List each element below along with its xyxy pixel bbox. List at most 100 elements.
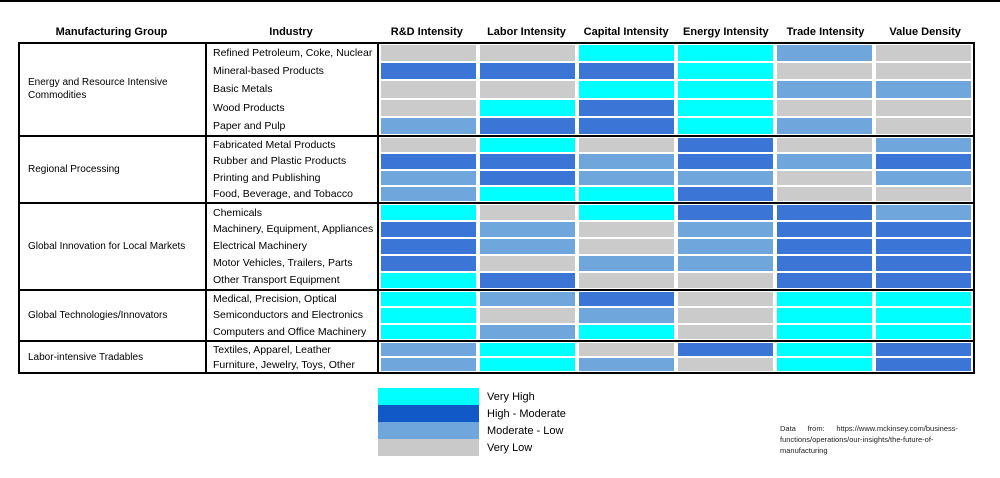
heatmap-cell [478, 153, 577, 170]
heatmap-cell [874, 357, 973, 372]
heatmap-cell-chip [480, 170, 575, 185]
heatmap-cell-chip [579, 272, 674, 288]
heatmap-cell [379, 44, 478, 63]
heatmap-cell [478, 136, 577, 154]
legend-item: Very Low [378, 439, 566, 456]
heatmap-cell-chip [480, 324, 575, 340]
heatmap-cell-chip [678, 308, 773, 323]
heatmap-cell-chip [381, 99, 476, 116]
heatmap-cell [577, 169, 676, 186]
heatmap-cell [577, 342, 676, 358]
heatmap-cell [874, 204, 973, 222]
heatmap-cell-chip [678, 343, 773, 357]
industry-label: Refined Petroleum, Coke, Nuclear [207, 44, 379, 63]
heatmap-cell [874, 237, 973, 255]
legend-label: Moderate - Low [487, 424, 564, 437]
heatmap-cell [478, 44, 577, 63]
legend-item: High - Moderate [378, 405, 566, 422]
heatmap-cell [874, 323, 973, 341]
heatmap-cell-chip [381, 255, 476, 271]
heatmap-cell [676, 44, 775, 63]
heatmap-cell [478, 116, 577, 135]
heatmap-cell-chip [777, 170, 872, 185]
heatmap-cell [379, 204, 478, 222]
heatmap-cell-chip [480, 308, 575, 323]
heatmap-cell [676, 271, 775, 289]
heatmap-cell-chip [381, 308, 476, 323]
heatmap-cell-chip [876, 343, 971, 357]
header-labor-intensity: Labor Intensity [487, 26, 566, 38]
heatmap-cell [775, 357, 874, 372]
heatmap-cell-chip [480, 117, 575, 134]
heatmap-cell-chip [678, 45, 773, 62]
heatmap-cell [874, 169, 973, 186]
heatmap-cell-chip [777, 186, 872, 202]
heatmap-cell-chip [678, 63, 773, 80]
heatmap-cell-chip [876, 358, 971, 371]
group-label: Global Technologies/Innovators [20, 290, 207, 341]
heatmap-cell-chip [777, 117, 872, 134]
heatmap-cell [577, 44, 676, 63]
heatmap-cell-chip [678, 358, 773, 371]
heatmap-cell-chip [777, 222, 872, 237]
heatmap-cell-chip [678, 186, 773, 202]
legend-label: High - Moderate [487, 407, 566, 420]
heatmap-cell [478, 237, 577, 255]
heatmap-cell [478, 185, 577, 203]
heatmap-cell [874, 254, 973, 272]
header-industry: Industry [269, 26, 313, 38]
heatmap-cell [379, 153, 478, 170]
heatmap-cell-chip [876, 154, 971, 169]
heatmap-cell [379, 342, 478, 358]
heatmap-cell [874, 271, 973, 289]
heatmap-cell [775, 136, 874, 154]
industry-label: Motor Vehicles, Trailers, Parts [207, 254, 379, 272]
heatmap-cell [874, 98, 973, 117]
heatmap-cell [478, 80, 577, 99]
heatmap-cell [577, 357, 676, 372]
heatmap-cell-chip [381, 324, 476, 340]
heatmap-cell [379, 62, 478, 81]
legend-swatch [378, 439, 479, 456]
heatmap-cell [379, 136, 478, 154]
heatmap-cell [775, 254, 874, 272]
heatmap-cell [676, 323, 775, 341]
heatmap-cell-chip [480, 238, 575, 254]
heatmap-cell [379, 185, 478, 203]
legend-item: Very High [378, 388, 566, 405]
heatmap-cell [775, 221, 874, 238]
source-note: Data from: https://www.mckinsey.com/busi… [780, 424, 958, 455]
heatmap-cell-chip [480, 186, 575, 202]
industry-label: Computers and Office Machinery [207, 323, 379, 341]
header-capital-intensity: Capital Intensity [583, 26, 669, 38]
industry-label: Mineral-based Products [207, 62, 379, 81]
heatmap-cell-chip [777, 205, 872, 221]
heatmap-cell-chip [381, 238, 476, 254]
heatmap-cell [874, 116, 973, 135]
heatmap-cell-chip [777, 272, 872, 288]
heatmap-cell-chip [579, 358, 674, 371]
heatmap-cell [676, 98, 775, 117]
heatmap-cell-chip [381, 154, 476, 169]
heatmap-cell-chip [777, 81, 872, 98]
heatmap-cell-chip [480, 99, 575, 116]
industry-label: Semiconductors and Electronics [207, 307, 379, 324]
heatmap-cell-chip [381, 186, 476, 202]
heatmap-cell-chip [678, 324, 773, 340]
heatmap-cell-chip [579, 99, 674, 116]
heatmap-cell-chip [777, 358, 872, 371]
heatmap-cell [874, 290, 973, 308]
heatmap-cell-chip [777, 255, 872, 271]
heatmap-cell [577, 271, 676, 289]
heatmap-cell [775, 98, 874, 117]
heatmap-cell [577, 323, 676, 341]
heatmap-cell-chip [381, 291, 476, 307]
heatmap-cell-chip [876, 238, 971, 254]
heatmap-cell [775, 290, 874, 308]
heatmap-cell [775, 307, 874, 324]
heatmap-cell-chip [678, 291, 773, 307]
heatmap-cell [676, 342, 775, 358]
heatmap-cell-chip [381, 117, 476, 134]
heatmap-cell [577, 62, 676, 81]
heatmap-cell-chip [381, 358, 476, 371]
